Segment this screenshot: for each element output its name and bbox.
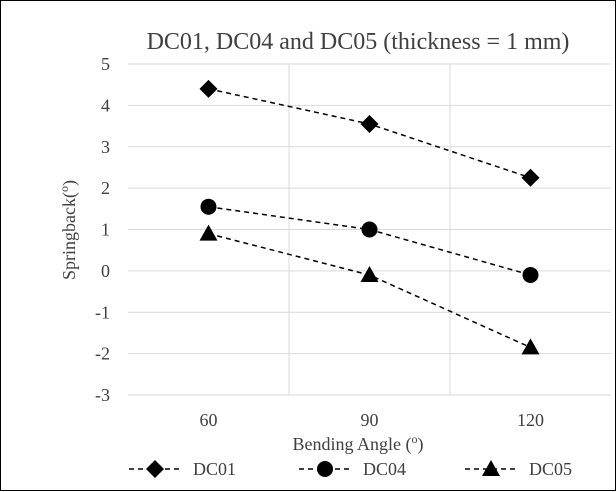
series-line-dc05: [208, 232, 531, 349]
series-line-dc01: [208, 88, 531, 179]
legend-item-dc05: DC05: [465, 459, 572, 479]
data-point-dc05: [360, 266, 379, 283]
data-point-dc05: [199, 224, 218, 241]
y-tick-label: -2: [95, 344, 110, 364]
legend-label: DC05: [529, 459, 572, 479]
x-tick-labels: 60 90 120: [200, 410, 545, 430]
y-tick-label: 5: [101, 54, 110, 74]
x-axis-title: Bending Angle (o): [293, 432, 424, 455]
series-layer: [199, 79, 540, 355]
data-point-dc05: [521, 338, 540, 355]
y-tick-labels: 5 4 3 2 1 0 -1 -2 -3: [95, 54, 110, 405]
y-tick-label: 0: [101, 261, 110, 281]
legend-label: DC01: [193, 459, 236, 479]
legend-label: DC04: [363, 459, 406, 479]
x-tick-label: 60: [200, 410, 218, 430]
series-dc04: [200, 198, 539, 284]
y-tick-label: -3: [95, 385, 110, 405]
data-point-dc04: [522, 267, 539, 284]
y-tick-label: 1: [101, 220, 110, 240]
data-point-dc04: [361, 221, 378, 238]
data-point-dc04: [200, 198, 217, 215]
legend-item-dc04: DC04: [299, 459, 406, 479]
series-dc05: [199, 224, 540, 355]
y-tick-label: 4: [101, 95, 110, 115]
legend: DC01 DC04 DC05: [129, 459, 572, 479]
x-tick-label: 120: [517, 410, 544, 430]
series-line-dc04: [208, 206, 531, 276]
legend-marker: [317, 461, 333, 477]
legend-marker: [146, 460, 164, 478]
legend-item-dc01: DC01: [129, 459, 236, 479]
chart-title: DC01, DC04 and DC05 (thickness = 1 mm): [147, 29, 570, 55]
y-axis-title: Springback(o): [57, 180, 80, 280]
legend-marker: [482, 460, 500, 476]
series-dc01: [199, 79, 540, 187]
y-tick-label: 2: [101, 178, 110, 198]
x-tick-label: 90: [361, 410, 379, 430]
data-point-dc01: [521, 168, 540, 187]
y-tick-label: -1: [95, 302, 110, 322]
data-point-dc01: [360, 114, 379, 133]
y-tick-label: 3: [101, 137, 110, 157]
data-point-dc01: [199, 79, 218, 98]
